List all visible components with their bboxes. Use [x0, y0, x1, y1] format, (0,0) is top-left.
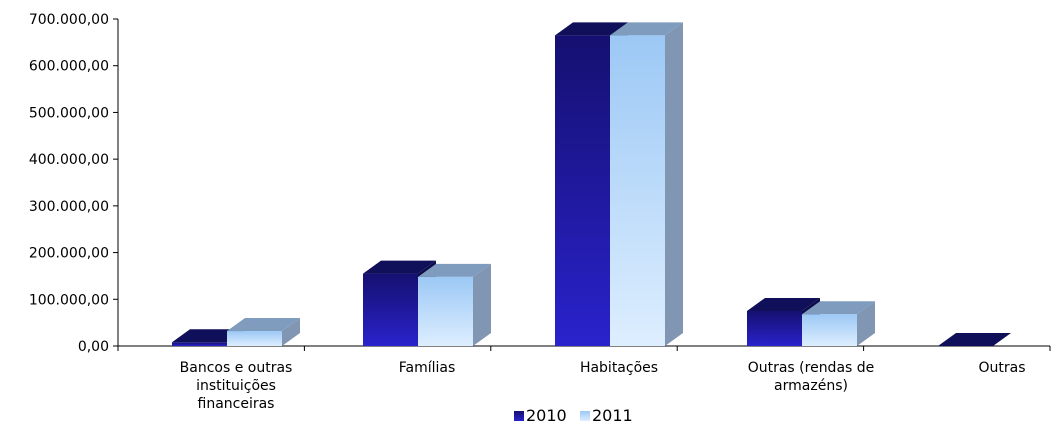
- y-tick-label: 500.000,00: [29, 105, 109, 121]
- bar-top: [418, 263, 491, 277]
- bar-top: [802, 301, 875, 315]
- y-tick-label: 300.000,00: [29, 199, 109, 215]
- x-category-label: Famílias: [399, 360, 456, 376]
- bar-front: [172, 342, 227, 346]
- x-category-label: instituições: [196, 378, 276, 394]
- bar-top: [172, 329, 245, 343]
- bar-2011: [227, 318, 300, 346]
- bar-side: [282, 318, 300, 346]
- bar-top: [747, 297, 820, 311]
- x-category-label: Outras (rendas de: [748, 360, 875, 376]
- legend-label-2011: 2011: [592, 406, 633, 425]
- bar-side: [857, 301, 875, 346]
- bar-front: [363, 273, 418, 346]
- bar-front: [227, 331, 282, 346]
- x-category-label: financeiras: [198, 396, 275, 412]
- axis-labels: 0,00 100.000,00 200.000,00 300.000,00 400.00…: [29, 12, 1026, 412]
- y-tick-label: 600.000,00: [29, 59, 109, 75]
- bar-top: [555, 22, 628, 36]
- bar-top: [363, 260, 436, 274]
- y-tick-label: 700.000,00: [29, 12, 109, 28]
- bar-front: [802, 314, 857, 346]
- legend-label-2010: 2010: [526, 406, 567, 425]
- x-category-label: Bancos e outras: [180, 360, 293, 376]
- bar-front: [418, 276, 473, 346]
- bar-front: [610, 35, 665, 346]
- bar-side: [665, 22, 683, 346]
- x-category-label: Outras: [978, 360, 1025, 376]
- bars: [172, 22, 1011, 346]
- bar-top: [610, 22, 683, 36]
- legend-swatch-2010: [514, 411, 524, 421]
- bar-2010: [938, 333, 1011, 346]
- y-tick-label: 100.000,00: [29, 292, 109, 308]
- bar-front: [555, 35, 610, 346]
- legend: 2010 2011: [514, 406, 633, 425]
- x-category-label: Habitações: [580, 360, 658, 376]
- bar-2011: [802, 301, 875, 346]
- bar-2011: [610, 22, 683, 346]
- bar-front: [747, 310, 802, 346]
- y-tick-label: 400.000,00: [29, 152, 109, 168]
- legend-swatch-2011: [580, 411, 590, 421]
- bar-side: [473, 263, 491, 346]
- y-tick-label: 200.000,00: [29, 246, 109, 262]
- x-category-label: armazéns): [774, 378, 848, 394]
- bar-2011: [418, 263, 491, 346]
- y-tick-label: 0,00: [78, 339, 109, 355]
- bar-top: [938, 333, 1011, 346]
- bar-top: [227, 318, 300, 332]
